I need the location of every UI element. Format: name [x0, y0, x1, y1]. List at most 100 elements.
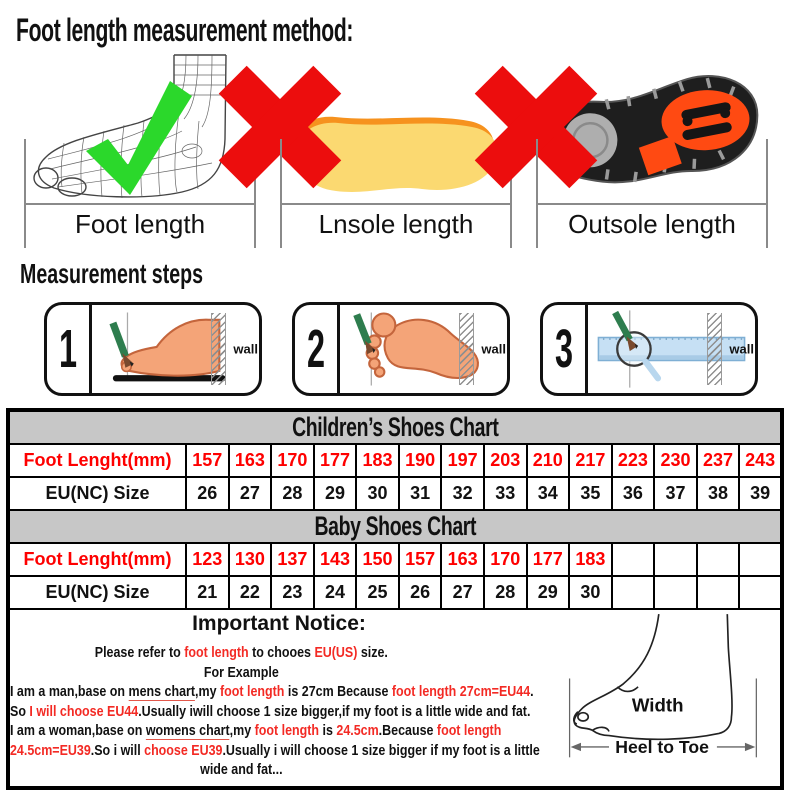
step-number: 1 — [47, 305, 92, 393]
chart-cell — [695, 575, 741, 610]
wall-label: wall — [481, 341, 506, 357]
chart-cell: 217 — [568, 443, 613, 478]
width-label: Width — [632, 695, 684, 716]
notice-title: Important Notice: — [192, 612, 366, 635]
chart-cell: 38 — [695, 476, 741, 511]
chart-cell: 37 — [653, 476, 698, 511]
chart-cell: 39 — [738, 476, 783, 511]
chart-cell: 33 — [482, 476, 528, 511]
chart-cell: 21 — [185, 575, 230, 610]
row-label: Foot Lenght(mm) — [7, 443, 187, 478]
chart-cell: 31 — [397, 476, 443, 511]
notice-row: Important Notice: Please refer to foot l… — [7, 608, 783, 789]
outsole-illustration — [545, 75, 759, 184]
pencil-icon — [612, 310, 639, 352]
x-icon — [474, 65, 598, 189]
step-number: 2 — [295, 305, 340, 393]
bracket-line — [510, 139, 512, 248]
chart-cell: 32 — [440, 476, 485, 511]
chart-cell: 25 — [355, 575, 400, 610]
insole-art — [218, 51, 512, 203]
page-title-text: Foot length measurement method: — [16, 12, 354, 48]
baby-footlength-row: Foot Lenght(mm) 123 130 137 143 150 157 … — [7, 542, 783, 577]
method-label: Lnsole length — [280, 203, 512, 248]
chart-cell: 143 — [312, 542, 358, 577]
chart-cell: 157 — [397, 542, 443, 577]
chart-cell: 27 — [227, 476, 273, 511]
magnifier-icon — [616, 331, 662, 382]
notice-line: Please refer to foot length to chooes EU… — [94, 645, 388, 661]
children-chart-header-row: Children’s Shoes Chart — [7, 409, 783, 445]
chart-cell: 177 — [525, 542, 571, 577]
foot-wireframe-art — [24, 51, 256, 203]
bracket-line — [766, 139, 768, 248]
chart-cell — [610, 575, 656, 610]
notice-line: 24.5cm=EU39.So i will choose EU39.Usuall… — [10, 742, 540, 759]
chart-cell: 28 — [270, 476, 315, 511]
chart-cell: 28 — [482, 575, 528, 610]
chart-cell: 130 — [227, 542, 273, 577]
wall-hatch — [211, 313, 226, 385]
chart-cell: 23 — [270, 575, 315, 610]
step-1: 1 wall — [44, 302, 262, 396]
page-title: Foot length measurement method: — [16, 12, 790, 49]
chart-cell: 123 — [185, 542, 230, 577]
chart-cell: 163 — [227, 443, 273, 478]
baby-size-row: EU(NC) Size 21 22 23 24 25 26 27 28 29 3… — [7, 575, 783, 610]
chart-cell: 177 — [312, 443, 358, 478]
measurement-methods-row: Foot length Lnsole length — [24, 51, 776, 248]
wall-label: wall — [233, 341, 258, 357]
chart-cell — [610, 542, 656, 577]
check-icon — [86, 81, 192, 195]
chart-cell: 170 — [482, 542, 528, 577]
insole-illustration — [294, 116, 498, 192]
row-label: Foot Lenght(mm) — [7, 542, 187, 577]
bracket-line — [280, 139, 282, 248]
notice-line: I am a woman,base on womens chart,my foo… — [10, 723, 502, 740]
chart-cell: 30 — [568, 575, 613, 610]
chart-cell: 223 — [610, 443, 656, 478]
foot-outline-illustration: Width Heel to Toe — [568, 614, 757, 758]
chart-cell: 183 — [568, 542, 613, 577]
chart-cell: 203 — [482, 443, 528, 478]
wall-hatch — [459, 313, 474, 385]
method-label: Foot length — [24, 203, 256, 248]
chart-cell: 29 — [312, 476, 358, 511]
step-2-scene: wall — [340, 305, 507, 393]
chart-cell: 157 — [185, 443, 230, 478]
children-chart-title: Children’s Shoes Chart — [7, 409, 783, 445]
chart-cell — [738, 542, 783, 577]
children-size-row: EU(NC) Size 26 27 28 29 30 31 32 33 34 3… — [7, 476, 783, 511]
chart-cell: 197 — [440, 443, 485, 478]
step-3-scene: wall — [588, 305, 755, 393]
chart-cell: 137 — [270, 542, 315, 577]
wall-hatch — [707, 313, 722, 385]
notice-line: So I will choose EU44.Usually iwill choo… — [10, 703, 531, 720]
step-number: 3 — [543, 305, 588, 393]
method-label: Outsole length — [536, 203, 768, 248]
chart-cell: 183 — [355, 443, 400, 478]
method-foot-length: Foot length — [24, 51, 256, 248]
steps-title: Measurement steps — [20, 258, 790, 290]
chart-cell: 27 — [440, 575, 485, 610]
chart-cell: 230 — [653, 443, 698, 478]
chart-cell: 34 — [525, 476, 571, 511]
bracket-line — [536, 139, 538, 248]
chart-cell: 30 — [355, 476, 400, 511]
chart-cell: 163 — [440, 542, 485, 577]
wall-label: wall — [729, 341, 754, 357]
method-outsole-length: Outsole length — [474, 51, 768, 248]
notice-line: For Example — [203, 664, 279, 681]
pencil-icon — [109, 321, 134, 368]
chart-cell: 26 — [185, 476, 230, 511]
bracket-line — [254, 139, 256, 248]
chart-cell: 29 — [525, 575, 571, 610]
measurement-steps-row: 1 wall 2 — [44, 302, 790, 396]
baby-chart-header-row: Baby Shoes Chart — [7, 509, 783, 544]
chart-cell: 237 — [695, 443, 741, 478]
important-notice: Important Notice: Please refer to foot l… — [7, 608, 783, 789]
chart-cell: 243 — [738, 443, 783, 478]
row-label: EU(NC) Size — [7, 476, 187, 511]
pencil-icon — [353, 313, 376, 355]
notice-line: wide and fat... — [200, 762, 283, 778]
